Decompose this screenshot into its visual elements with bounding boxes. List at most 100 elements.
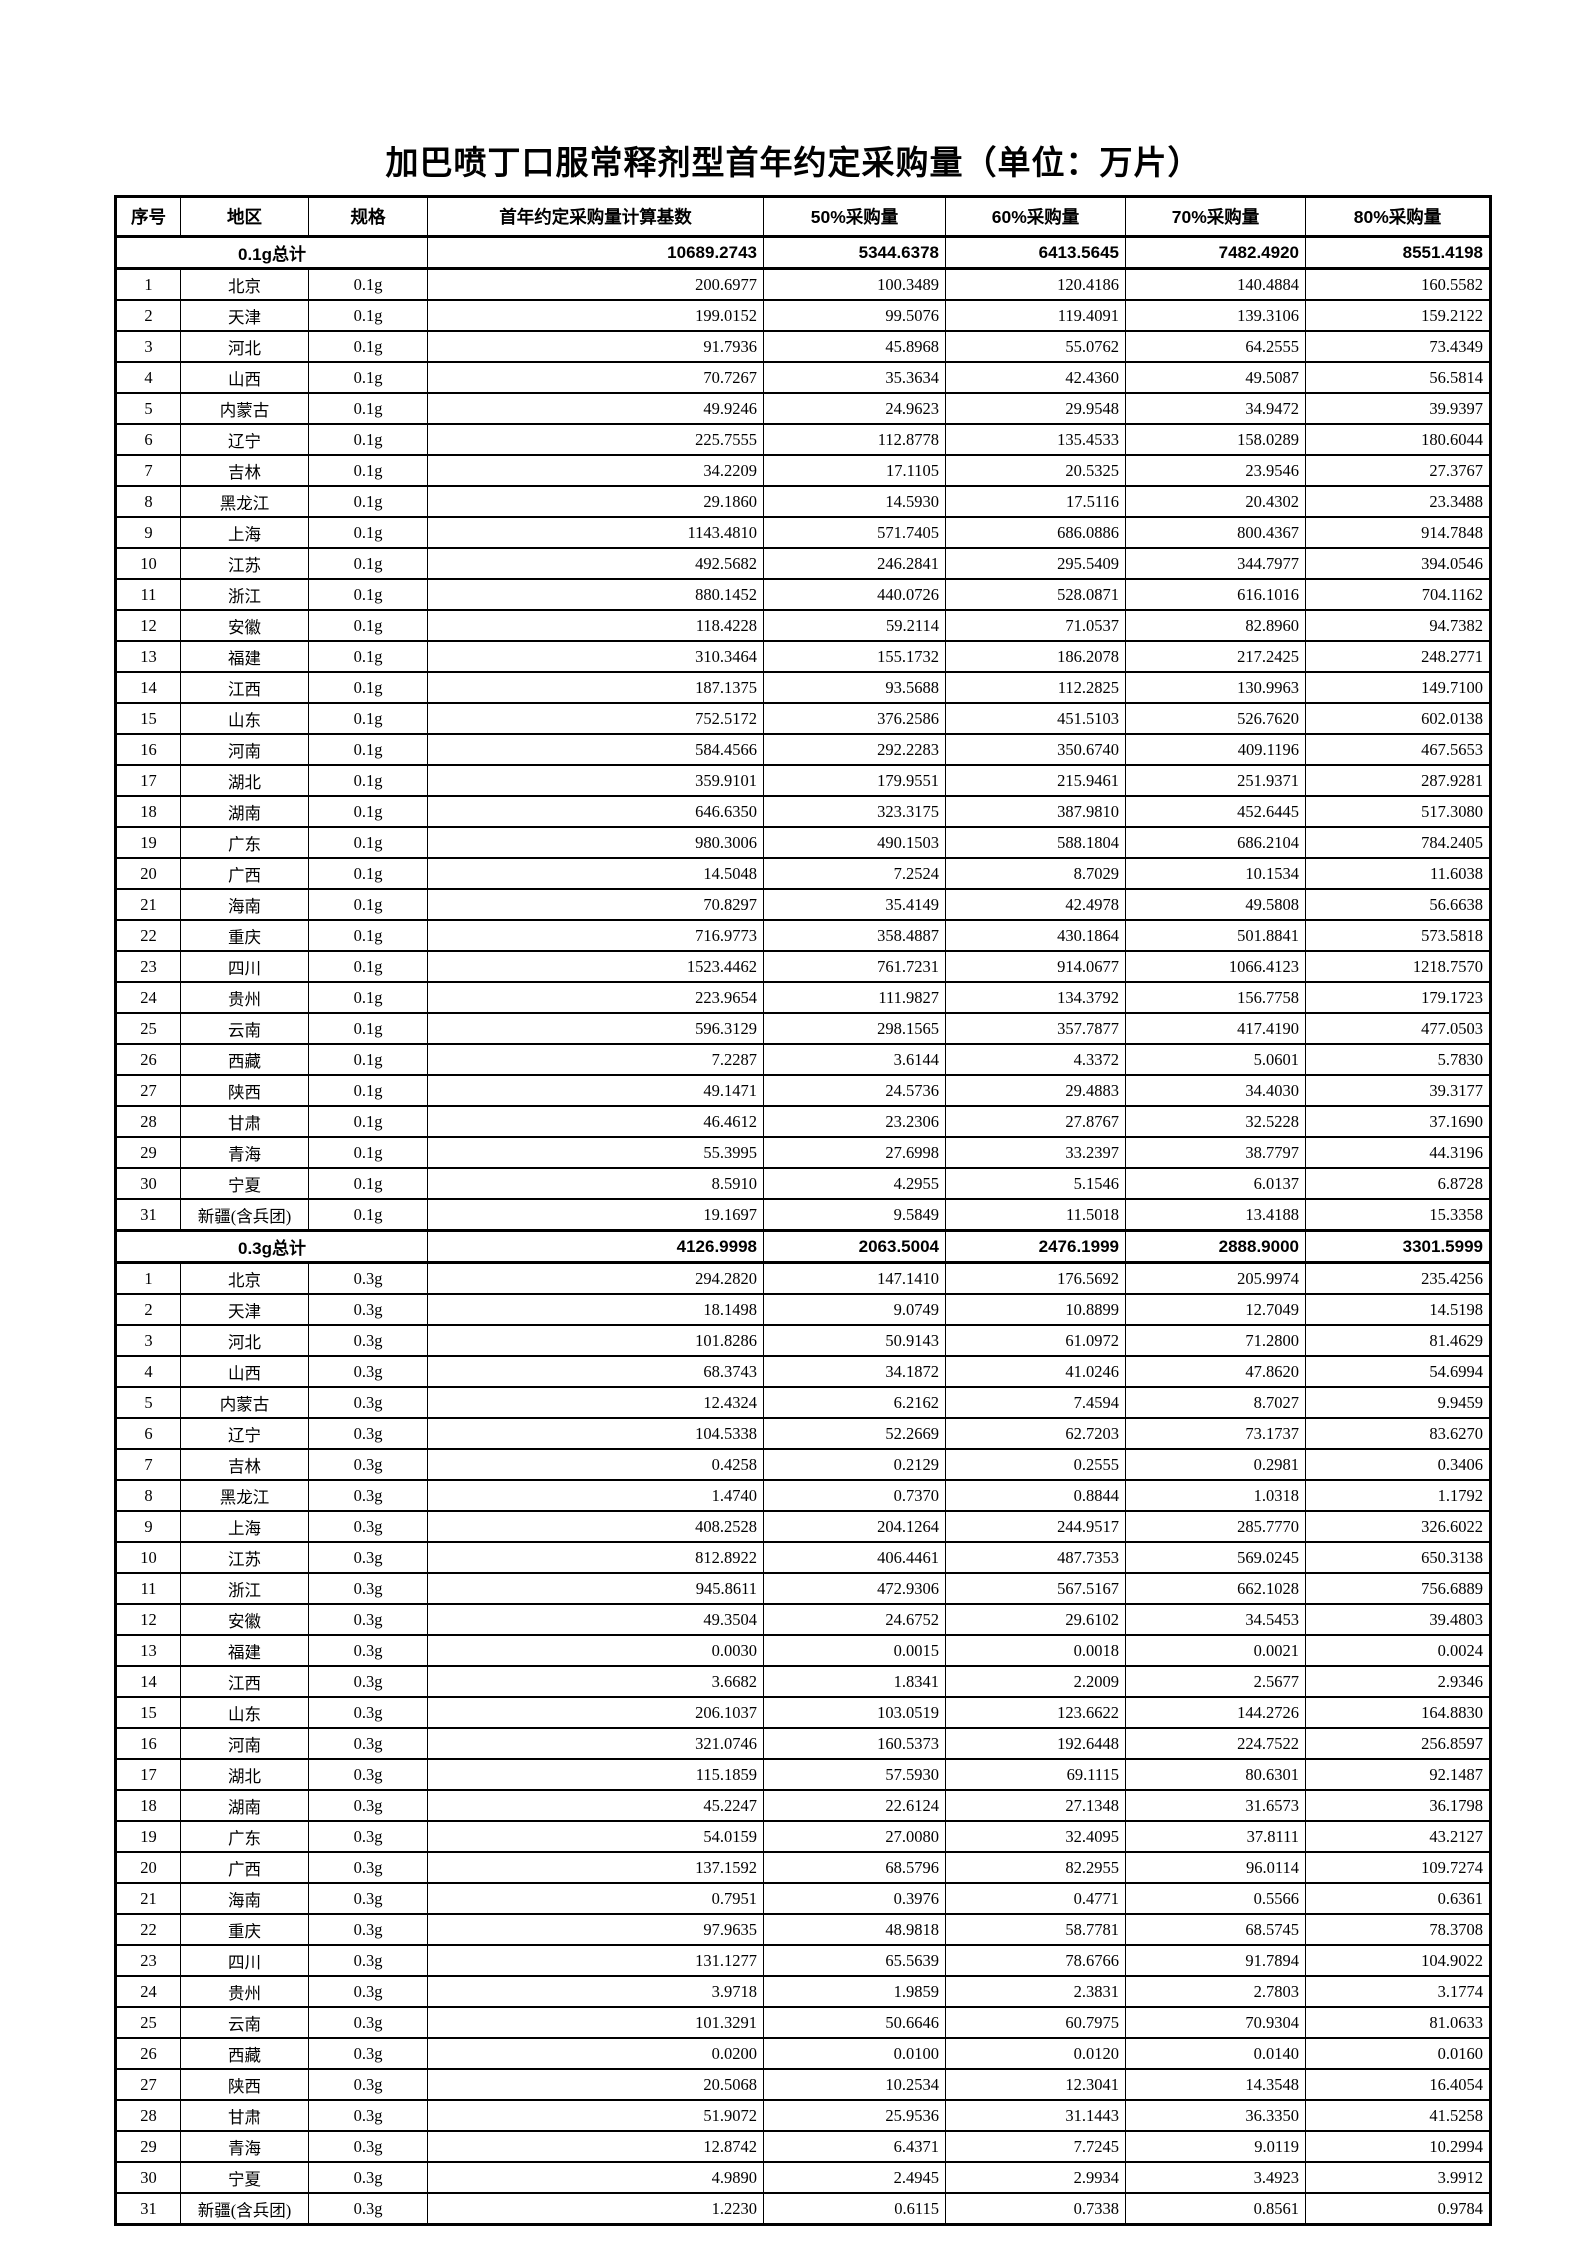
cell-value: 179.9551 bbox=[763, 764, 946, 797]
cell-spec: 0.3g bbox=[308, 2068, 428, 2101]
cell-region: 湖南 bbox=[180, 795, 309, 828]
cell-value: 0.7338 bbox=[945, 2192, 1126, 2226]
cell-serial: 2 bbox=[115, 1293, 181, 1326]
cell-value: 159.2122 bbox=[1305, 299, 1491, 332]
cell-region: 江苏 bbox=[180, 1541, 309, 1574]
cell-serial: 20 bbox=[115, 857, 181, 890]
table-row: 17 湖北 0.1g 359.9101 179.9551 215.9461 251.9371… bbox=[115, 764, 1491, 797]
cell-serial: 18 bbox=[115, 795, 181, 828]
cell-value: 359.9101 bbox=[427, 764, 764, 797]
cell-value: 914.7848 bbox=[1305, 516, 1491, 549]
table-row: 26 西藏 0.1g 7.2287 3.6144 4.3372 5.0601 5.7830 bbox=[115, 1043, 1491, 1076]
cell-value: 472.9306 bbox=[763, 1572, 946, 1605]
cell-spec: 0.3g bbox=[308, 1789, 428, 1822]
cell-value: 91.7936 bbox=[427, 330, 764, 363]
cell-value: 55.3995 bbox=[427, 1136, 764, 1169]
cell-value: 0.5566 bbox=[1125, 1882, 1306, 1915]
cell-value: 7.2524 bbox=[763, 857, 946, 890]
cell-value: 487.7353 bbox=[945, 1541, 1126, 1574]
table-row: 30 宁夏 0.3g 4.9890 2.4945 2.9934 3.4923 3.9912 bbox=[115, 2161, 1491, 2194]
cell-value: 39.4803 bbox=[1305, 1603, 1491, 1636]
cell-spec: 0.3g bbox=[308, 2006, 428, 2039]
cell-value: 14.5048 bbox=[427, 857, 764, 890]
cell-serial: 11 bbox=[115, 1572, 181, 1605]
cell-value: 49.3504 bbox=[427, 1603, 764, 1636]
cell-spec: 0.1g bbox=[308, 1136, 428, 1169]
cell-value: 192.6448 bbox=[945, 1727, 1126, 1760]
cell-spec: 0.1g bbox=[308, 485, 428, 518]
table-row: 31 新疆(含兵团) 0.3g 1.2230 0.6115 0.7338 0.8561 0.9… bbox=[115, 2192, 1491, 2226]
cell-value: 93.5688 bbox=[763, 671, 946, 704]
table-row: 28 甘肃 0.1g 46.4612 23.2306 27.8767 32.5228 37.1… bbox=[115, 1105, 1491, 1138]
cell-serial: 5 bbox=[115, 1386, 181, 1419]
table-row: 5 内蒙古 0.1g 49.9246 24.9623 29.9548 34.9472 39.9… bbox=[115, 392, 1491, 425]
cell-region: 新疆(含兵团) bbox=[180, 1198, 309, 1232]
column-header-80pct: 80%采购量 bbox=[1305, 195, 1491, 238]
cell-region: 辽宁 bbox=[180, 423, 309, 456]
cell-value: 451.5103 bbox=[945, 702, 1126, 735]
cell-value: 6.8728 bbox=[1305, 1167, 1491, 1200]
cell-value: 24.5736 bbox=[763, 1074, 946, 1107]
cell-value: 571.7405 bbox=[763, 516, 946, 549]
cell-value: 101.8286 bbox=[427, 1324, 764, 1357]
cell-region: 福建 bbox=[180, 640, 309, 673]
cell-serial: 23 bbox=[115, 950, 181, 983]
table-row: 18 湖南 0.1g 646.6350 323.3175 387.9810 452.6445… bbox=[115, 795, 1491, 828]
cell-value: 0.0024 bbox=[1305, 1634, 1491, 1667]
table-row: 22 重庆 0.1g 716.9773 358.4887 430.1864 501.8841… bbox=[115, 919, 1491, 952]
cell-value: 41.0246 bbox=[945, 1355, 1126, 1388]
cell-value: 70.8297 bbox=[427, 888, 764, 921]
cell-value: 78.6766 bbox=[945, 1944, 1126, 1977]
cell-value: 7.4594 bbox=[945, 1386, 1126, 1419]
subtotal-value: 2888.9000 bbox=[1125, 1229, 1306, 1264]
table-row: 6 辽宁 0.1g 225.7555 112.8778 135.4533 158.0289 1… bbox=[115, 423, 1491, 456]
cell-serial: 16 bbox=[115, 733, 181, 766]
cell-spec: 0.1g bbox=[308, 1074, 428, 1107]
cell-serial: 24 bbox=[115, 981, 181, 1014]
cell-value: 2.9934 bbox=[945, 2161, 1126, 2194]
cell-value: 58.7781 bbox=[945, 1913, 1126, 1946]
cell-value: 46.4612 bbox=[427, 1105, 764, 1138]
cell-region: 江西 bbox=[180, 1665, 309, 1698]
cell-value: 164.8830 bbox=[1305, 1696, 1491, 1729]
cell-region: 青海 bbox=[180, 1136, 309, 1169]
cell-region: 黑龙江 bbox=[180, 485, 309, 518]
cell-spec: 0.3g bbox=[308, 2192, 428, 2226]
table-row: 16 河南 0.3g 321.0746 160.5373 192.6448 224.7522… bbox=[115, 1727, 1491, 1760]
cell-value: 68.3743 bbox=[427, 1355, 764, 1388]
cell-value: 409.1196 bbox=[1125, 733, 1306, 766]
cell-value: 23.3488 bbox=[1305, 485, 1491, 518]
cell-value: 37.1690 bbox=[1305, 1105, 1491, 1138]
cell-value: 0.0160 bbox=[1305, 2037, 1491, 2070]
cell-spec: 0.3g bbox=[308, 1448, 428, 1481]
cell-spec: 0.3g bbox=[308, 1820, 428, 1853]
cell-spec: 0.3g bbox=[308, 1293, 428, 1326]
cell-value: 0.0018 bbox=[945, 1634, 1126, 1667]
cell-value: 3.9912 bbox=[1305, 2161, 1491, 2194]
subtotal-value: 2063.5004 bbox=[763, 1229, 946, 1264]
cell-value: 34.9472 bbox=[1125, 392, 1306, 425]
table-row: 4 山西 0.1g 70.7267 35.3634 42.4360 49.5087 56.58… bbox=[115, 361, 1491, 394]
cell-region: 西藏 bbox=[180, 1043, 309, 1076]
cell-spec: 0.3g bbox=[308, 1851, 428, 1884]
cell-spec: 0.3g bbox=[308, 1261, 428, 1295]
cell-value: 980.3006 bbox=[427, 826, 764, 859]
cell-value: 0.2129 bbox=[763, 1448, 946, 1481]
cell-value: 158.0289 bbox=[1125, 423, 1306, 456]
cell-serial: 29 bbox=[115, 2130, 181, 2163]
cell-serial: 10 bbox=[115, 547, 181, 580]
table-row: 10 江苏 0.3g 812.8922 406.4461 487.7353 569.0245… bbox=[115, 1541, 1491, 1574]
cell-value: 97.9635 bbox=[427, 1913, 764, 1946]
table-row: 2 天津 0.1g 199.0152 99.5076 119.4091 139.3106 15… bbox=[115, 299, 1491, 332]
cell-spec: 0.3g bbox=[308, 1510, 428, 1543]
cell-value: 23.9546 bbox=[1125, 454, 1306, 487]
table-row: 4 山西 0.3g 68.3743 34.1872 41.0246 47.8620 54.69… bbox=[115, 1355, 1491, 1388]
cell-value: 6.2162 bbox=[763, 1386, 946, 1419]
cell-value: 573.5818 bbox=[1305, 919, 1491, 952]
cell-value: 492.5682 bbox=[427, 547, 764, 580]
cell-value: 5.7830 bbox=[1305, 1043, 1491, 1076]
cell-value: 71.0537 bbox=[945, 609, 1126, 642]
cell-value: 118.4228 bbox=[427, 609, 764, 642]
cell-serial: 14 bbox=[115, 1665, 181, 1698]
cell-value: 6.0137 bbox=[1125, 1167, 1306, 1200]
